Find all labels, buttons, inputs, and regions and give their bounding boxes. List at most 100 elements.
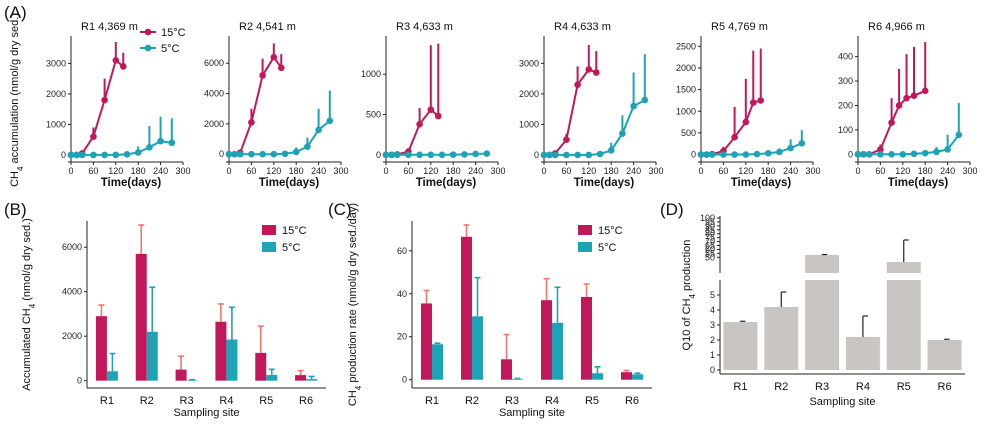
data-point xyxy=(854,151,862,158)
x-tick-label: 60 xyxy=(875,166,885,176)
y-tick-label: 0 xyxy=(219,149,224,159)
data-point xyxy=(585,66,593,73)
x-tick-label: 180 xyxy=(289,166,304,176)
x-tick-label: 300 xyxy=(648,166,663,176)
y-tick-label: 1500 xyxy=(676,85,696,95)
data-point xyxy=(776,148,783,156)
data-point xyxy=(899,151,907,158)
data-point xyxy=(281,150,289,158)
data-point xyxy=(753,150,761,158)
data-point xyxy=(259,150,266,158)
bar-5c xyxy=(632,374,643,380)
data-point xyxy=(910,150,918,158)
y-tick-label: 60 xyxy=(397,246,407,256)
x-tick-label: R2 xyxy=(774,381,788,393)
data-point xyxy=(67,151,75,159)
x-tick-label: 120 xyxy=(108,166,123,176)
legend-label: 15°C xyxy=(282,225,307,237)
x-tick-label: 180 xyxy=(761,166,776,176)
data-point xyxy=(112,151,120,159)
x-axis-label: Time(days) xyxy=(101,177,162,189)
y-axis-label: Accumulated CH4 (nmol/g dry sed.) xyxy=(21,218,37,391)
data-point xyxy=(574,151,581,159)
data-point xyxy=(630,102,637,110)
data-point xyxy=(574,81,581,89)
data-point xyxy=(877,151,884,158)
x-tick-label: 240 xyxy=(626,166,641,176)
y-tick-label: 300 xyxy=(838,76,853,86)
y-tick-label: 50 xyxy=(705,252,715,262)
data-point xyxy=(585,151,593,159)
panel-a-title-2: R2 4,541 m xyxy=(239,21,296,33)
panel-a-title-3: R3 4,633 m xyxy=(396,21,453,33)
data-point xyxy=(78,151,86,159)
y-tick-label: 55 xyxy=(705,248,715,258)
data-point xyxy=(388,151,395,159)
x-tick-label: 180 xyxy=(131,166,146,176)
y-tick-label: 200 xyxy=(838,100,853,110)
x-tick-label: 120 xyxy=(266,166,281,176)
bar-5c xyxy=(226,339,238,381)
bar-15c xyxy=(295,375,307,381)
data-point xyxy=(461,151,468,158)
data-point xyxy=(596,150,604,158)
data-point xyxy=(703,151,710,158)
x-tick-label: 0 xyxy=(541,166,546,176)
legend-swatch xyxy=(578,242,592,252)
data-point xyxy=(607,147,615,154)
data-point xyxy=(157,137,164,145)
data-point xyxy=(427,151,435,159)
data-point xyxy=(134,149,142,156)
y-tick-label: 4000 xyxy=(204,89,224,99)
y-tick-label: 500 xyxy=(681,128,696,138)
x-axis-label: Sampling site xyxy=(173,407,239,419)
x-tick-label: R5 xyxy=(585,395,599,407)
x-tick-label: 300 xyxy=(805,166,820,176)
data-point xyxy=(73,151,80,159)
data-point xyxy=(903,94,910,102)
y-tick-label: 100 xyxy=(700,213,715,223)
x-tick-label: 300 xyxy=(962,166,977,176)
data-point xyxy=(168,139,176,147)
data-point xyxy=(910,92,918,100)
data-point xyxy=(248,119,255,126)
y-tick-label: 90 xyxy=(705,221,715,231)
y-tick-label: 80 xyxy=(705,229,715,239)
bar-5c xyxy=(472,316,483,380)
x-tick-label: 120 xyxy=(581,166,596,176)
x-tick-label: R6 xyxy=(625,395,639,407)
data-point xyxy=(90,133,97,140)
x-axis-label: Time(days) xyxy=(259,177,320,189)
legend-label: 5°C xyxy=(282,242,301,254)
data-point xyxy=(326,117,334,125)
y-tick-label: 6000 xyxy=(204,58,224,68)
x-tick-label: R2 xyxy=(140,395,154,407)
data-point xyxy=(225,150,233,158)
x-tick-label: 0 xyxy=(383,166,388,176)
y-tick-label: 2000 xyxy=(62,331,82,341)
y-tick-label: 20 xyxy=(397,332,407,342)
x-tick-label: 0 xyxy=(698,166,703,176)
x-tick-label: R5 xyxy=(897,381,911,393)
y-tick-label: 0 xyxy=(61,150,66,160)
series-line-5c xyxy=(544,99,646,156)
data-point xyxy=(434,112,442,120)
data-point xyxy=(483,150,491,157)
y-tick-label: 2000 xyxy=(676,63,696,73)
series-line-15c xyxy=(386,108,439,156)
bar-5c xyxy=(186,380,198,381)
y-tick-label: 0 xyxy=(691,150,696,160)
panel-c-rate-bars: 0 20 40 60 R1 R2 R3 R4 R5 R6 Sampling site CH4 prod… xyxy=(347,203,652,419)
x-tick-label: 60 xyxy=(88,166,98,176)
data-point xyxy=(449,151,457,158)
x-tick-label: 0 xyxy=(68,166,73,176)
data-point xyxy=(393,151,401,159)
y-tick-label: 2000 xyxy=(204,119,224,129)
bar xyxy=(764,307,799,370)
x-tick-label: R1 xyxy=(733,381,747,393)
x-tick-label: 60 xyxy=(561,166,571,176)
data-point xyxy=(540,151,548,159)
data-point xyxy=(619,130,626,137)
y-tick-label: 0 xyxy=(848,149,853,159)
